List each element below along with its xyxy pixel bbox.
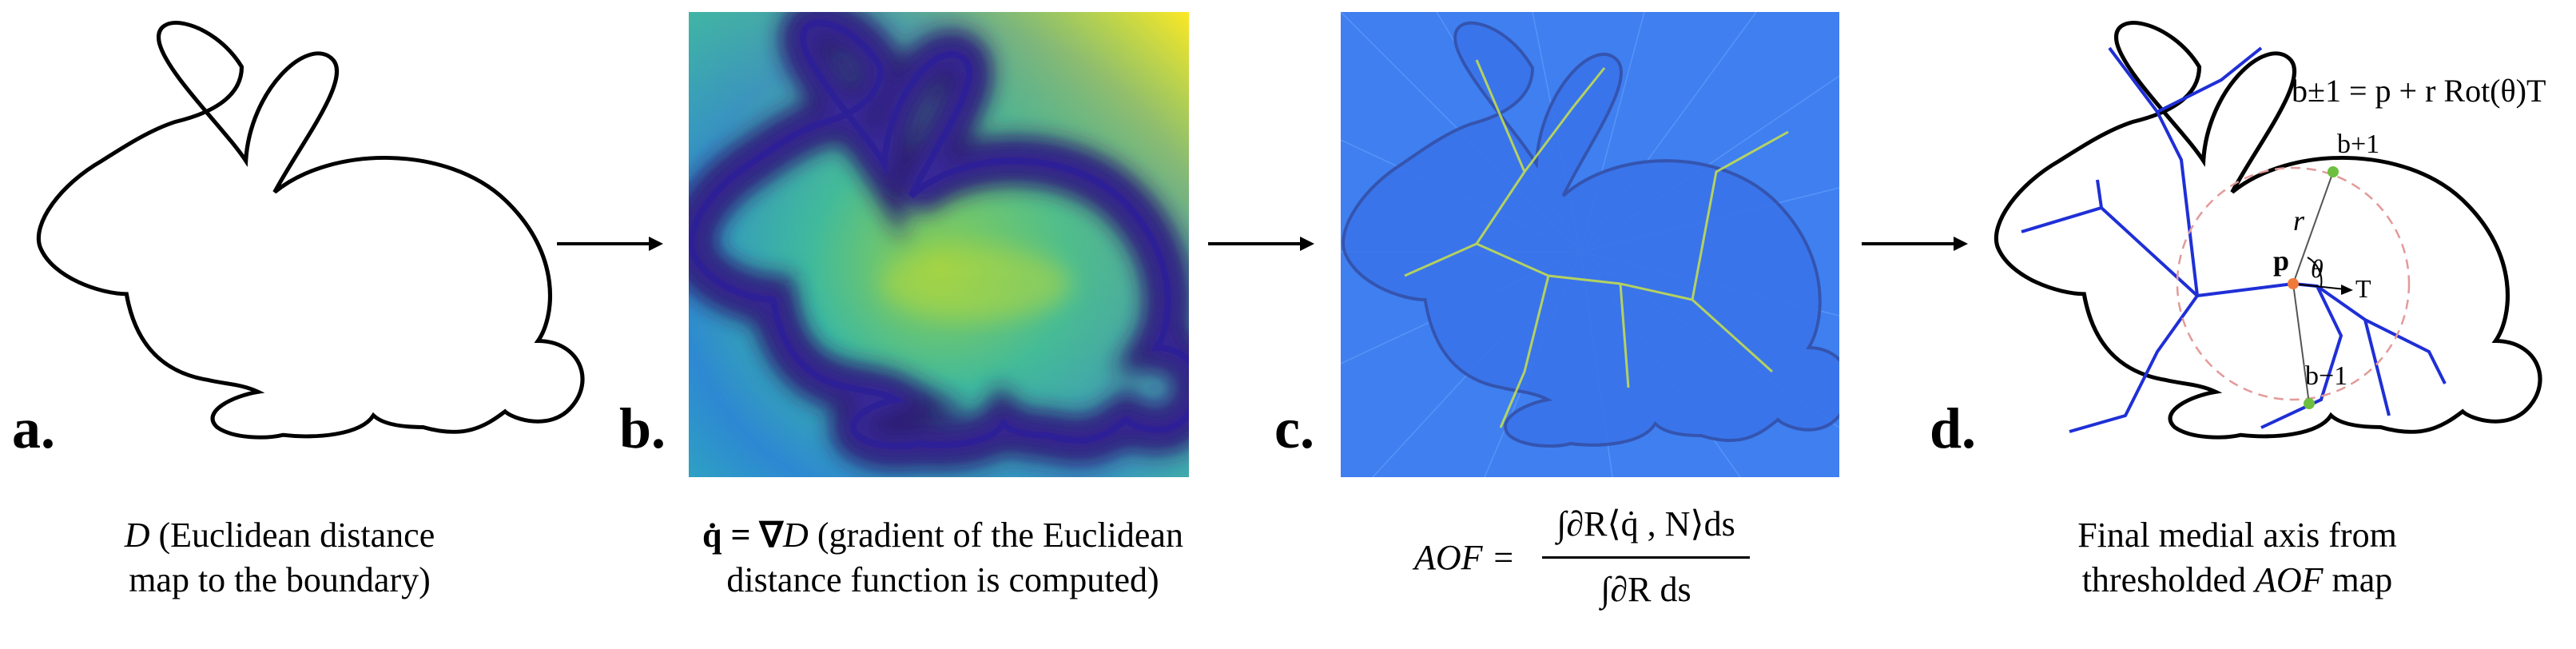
caption-a-var: D (124, 516, 150, 555)
formula-fraction-bar (1542, 556, 1750, 559)
label-p: p (2273, 245, 2290, 277)
caption-a: D (Euclidean distance map to the boundar… (56, 513, 503, 603)
caption-a-line2: map to the boundary) (129, 560, 431, 599)
label-b-minus: b−1 (2305, 361, 2348, 391)
label-T: T (2355, 274, 2371, 303)
formula-lhs: AOF = (1414, 538, 1516, 577)
arrow-a-to-b (557, 237, 663, 251)
panel-b-distance-map (689, 12, 1189, 477)
panel-a-bunny (38, 23, 582, 438)
label-b-plus: b+1 (2337, 129, 2380, 159)
label-theta: θ (2311, 254, 2324, 283)
caption-b-symbol: q̇ = ∇ (702, 516, 784, 555)
caption-d-line2-post: map (2323, 560, 2393, 599)
point-p (2288, 278, 2299, 289)
arrow-b-to-c (1208, 237, 1314, 251)
point-b-minus (2304, 398, 2315, 409)
panel-a-letter: a. (12, 396, 55, 460)
arrow-c-to-d (1862, 237, 1968, 251)
caption-d-line2-pre: thresholded (2081, 560, 2255, 599)
panel-b-letter: b. (619, 396, 666, 460)
caption-d-var: AOF (2255, 560, 2324, 599)
formula-denominator: ∫∂R ds (1600, 570, 1691, 609)
caption-a-line1: (Euclidean distance (149, 516, 435, 555)
caption-b-var: D (783, 516, 809, 555)
caption-b-line1: (gradient of the Euclidean (808, 516, 1183, 555)
caption-b: q̇ = ∇D (gradient of the Euclidean dista… (639, 513, 1246, 603)
panel-c-letter: c. (1274, 396, 1314, 460)
panel-d-letter: d. (1930, 396, 1977, 460)
caption-b-line2: distance function is computed) (726, 560, 1159, 599)
formula-numerator: ∫∂R⟨q̇ , N⟩ds (1556, 504, 1735, 543)
panel-d-medial-axis (1996, 23, 2540, 438)
caption-c-formula: AOF = ∫∂R⟨q̇ , N⟩ds ∫∂R ds (1414, 504, 1766, 631)
caption-d-line1: Final medial axis from (2077, 516, 2397, 555)
inscribed-circle (2176, 166, 2411, 401)
panel-c-aof-map (1341, 12, 1839, 477)
point-b-plus (2328, 166, 2339, 177)
panel-d-equation: b±1 = p + r Rot(θ)T (2292, 73, 2546, 109)
label-r: r (2293, 205, 2305, 237)
caption-d: Final medial axis from thresholded AOF m… (2013, 513, 2461, 603)
